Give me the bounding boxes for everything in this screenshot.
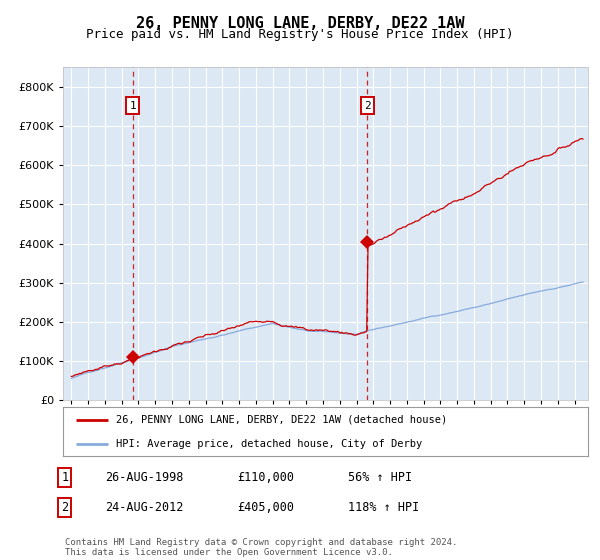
Text: HPI: Average price, detached house, City of Derby: HPI: Average price, detached house, City… (115, 438, 422, 449)
Text: 2: 2 (364, 100, 371, 110)
Text: £405,000: £405,000 (237, 501, 294, 515)
Text: 1: 1 (61, 470, 68, 484)
Text: 118% ↑ HPI: 118% ↑ HPI (348, 501, 419, 515)
Text: 56% ↑ HPI: 56% ↑ HPI (348, 470, 412, 484)
Text: 26, PENNY LONG LANE, DERBY, DE22 1AW: 26, PENNY LONG LANE, DERBY, DE22 1AW (136, 16, 464, 31)
Text: 2: 2 (61, 501, 68, 515)
Text: Price paid vs. HM Land Registry's House Price Index (HPI): Price paid vs. HM Land Registry's House … (86, 28, 514, 41)
Text: 1: 1 (129, 100, 136, 110)
Text: 24-AUG-2012: 24-AUG-2012 (105, 501, 184, 515)
Text: 26, PENNY LONG LANE, DERBY, DE22 1AW (detached house): 26, PENNY LONG LANE, DERBY, DE22 1AW (de… (115, 415, 447, 425)
Text: 26-AUG-1998: 26-AUG-1998 (105, 470, 184, 484)
Text: Contains HM Land Registry data © Crown copyright and database right 2024.
This d: Contains HM Land Registry data © Crown c… (65, 538, 457, 557)
Text: £110,000: £110,000 (237, 470, 294, 484)
